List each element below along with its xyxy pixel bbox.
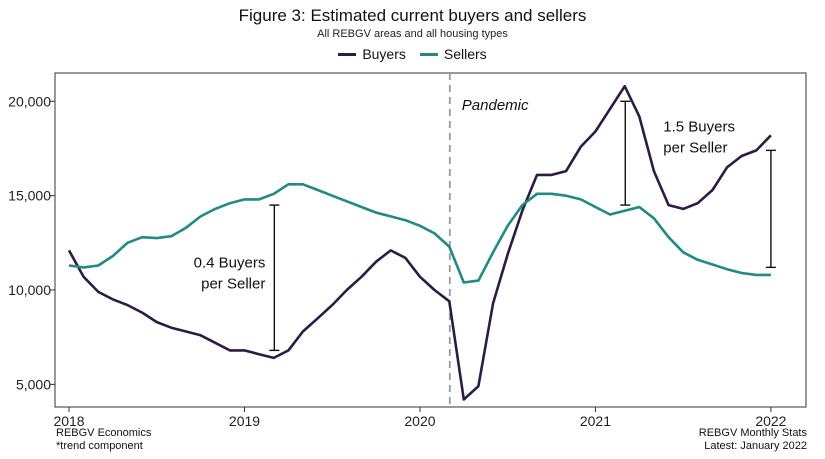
x-tick-label: 2020 xyxy=(404,413,435,429)
chart-subtitle: All REBGV areas and all housing types xyxy=(317,28,508,40)
series-line-sellers xyxy=(68,183,771,284)
footer-note: *trend component xyxy=(56,440,143,452)
legend-swatch-sellers xyxy=(419,52,438,56)
legend: Buyers Sellers xyxy=(0,46,825,62)
footer-source: REBGV Economics xyxy=(56,427,152,439)
chart-title: Figure 3: Estimated current buyers and s… xyxy=(238,6,587,25)
footer-right: REBGV Monthly Stats Latest: January 2022 xyxy=(699,427,807,453)
ratio-annotation-text: 1.5 Buyers xyxy=(663,118,735,135)
legend-item-buyers: Buyers xyxy=(338,46,406,62)
footer-stats: REBGV Monthly Stats xyxy=(698,427,807,439)
x-tick-label: 2022 xyxy=(755,413,786,429)
legend-label-buyers: Buyers xyxy=(362,46,406,62)
footer-left: REBGV Economics *trend component xyxy=(56,427,151,453)
x-tick-label: 2021 xyxy=(580,413,611,429)
y-tick-label: 20,000 xyxy=(8,93,51,109)
y-tick-label: 15,000 xyxy=(8,188,51,204)
plot-frame xyxy=(54,72,807,408)
series-line-buyers xyxy=(67,84,772,401)
ratio-annotation-text: per Seller xyxy=(201,276,265,293)
y-tick-label: 5,000 xyxy=(16,376,51,392)
legend-item-sellers: Sellers xyxy=(419,46,487,62)
y-tick-label: 10,000 xyxy=(8,282,51,298)
ratio-annotation-text: 0.4 Buyers xyxy=(194,255,266,272)
footer-latest: Latest: January 2022 xyxy=(704,440,807,452)
ratio-annotation-text: per Seller xyxy=(663,139,727,156)
legend-swatch-buyers xyxy=(338,52,357,56)
pandemic-label: Pandemic xyxy=(462,97,529,114)
legend-label-sellers: Sellers xyxy=(443,46,487,62)
x-tick-label: 2019 xyxy=(229,413,260,429)
x-tick-label: 2018 xyxy=(53,413,84,429)
